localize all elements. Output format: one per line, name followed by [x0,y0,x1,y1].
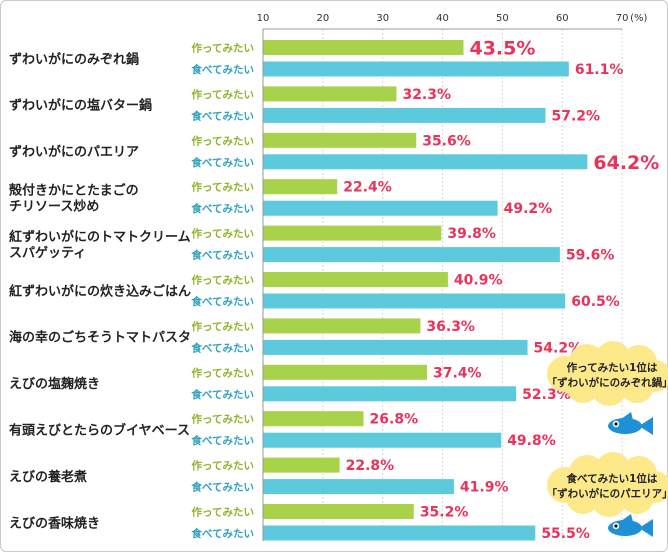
value-label-eat: 57.2% [551,108,600,124]
bar-eat [263,525,536,541]
value-label-make: 35.6% [422,133,471,149]
category-label: 海の幸のごちそうトマトパスタ [9,330,191,346]
series-label-make: 作ってみたい [192,274,254,287]
bar-make [263,411,364,427]
value-label-eat: 49.8% [507,433,556,449]
callout-text: 作ってみたい1位は [567,361,658,374]
series-label-eat: 食べてみたい [190,156,254,169]
callout-bubble [547,452,668,517]
value-label-eat: 41.9% [460,480,509,496]
category-label: えびの塩麹焼き [9,376,100,392]
bar-make [263,86,397,102]
bar-make [263,318,421,334]
fish-icon [608,412,653,435]
series-label-eat: 食べてみたい [190,527,254,540]
bar-eat [263,293,566,309]
value-label-eat: 55.5% [541,526,590,542]
series-label-make: 作ってみたい [192,320,254,333]
bar-eat [263,479,454,495]
callout-text: 「ずわいがにのパエリア」! [547,487,668,500]
series-label-make: 作ってみたい [192,134,254,147]
series-label-make: 作ってみたい [192,181,254,194]
value-label-eat: 61.1% [575,62,624,78]
bar-eat [263,386,517,402]
value-label-eat: 60.5% [571,294,620,310]
bar-eat [263,200,498,216]
category-label: えびの香味焼き [9,515,100,531]
value-label-make: 39.8% [447,226,496,242]
category-label: 有頭えびとたらのブイヤベース [9,422,190,438]
bar-make [263,457,340,473]
series-label-eat: 食べてみたい [190,63,254,76]
category-label: ずわいがにのパエリア [9,144,139,160]
category-label: 紅ずわいがにのトマトクリーム [9,229,191,245]
series-label-make: 作ってみたい [192,459,254,472]
series-label-make: 作ってみたい [192,227,254,240]
series-label-eat: 食べてみたい [190,295,254,308]
value-label-make: 36.3% [426,319,475,335]
bar-make [263,40,464,55]
fish-icon [608,514,653,537]
x-tick-label: 30 [376,13,389,24]
bar-make [263,132,417,148]
value-label-make: 26.8% [370,412,419,428]
category-label: えびの養老煮 [9,469,87,485]
series-label-eat: 食べてみたい [190,249,254,262]
series-label-make: 作ってみたい [192,413,254,426]
series-label-make: 作ってみたい [192,42,254,55]
bar-eat [263,339,528,355]
callout-text: 食べてみたい1位は [566,472,658,485]
bar-eat [263,107,546,123]
value-label-make: 43.5% [469,38,535,60]
category-label: 紅ずわいがにの炊き込みごはん [9,283,191,299]
value-label-eat: 59.6% [566,248,615,264]
x-tick-label: 10 [257,13,270,24]
x-unit-label: (%) [630,13,647,24]
series-label-eat: 食べてみたい [190,109,254,122]
x-tick-label: 70 [616,13,629,24]
series-label-eat: 食べてみたい [190,202,254,215]
bar-make [263,225,442,241]
value-label-make: 37.4% [433,365,482,381]
x-tick-label: 60 [556,13,569,24]
value-label-make: 35.2% [420,505,469,521]
value-label-eat: 64.2% [593,152,659,174]
series-label-eat: 食べてみたい [190,434,254,447]
x-tick-label: 20 [316,13,329,24]
bar-eat [263,432,502,448]
series-label-make: 作ってみたい [192,506,254,519]
category-label: ずわいがにの塩バター鍋 [9,98,152,114]
bar-make [263,504,414,519]
series-label-eat: 食べてみたい [190,388,254,401]
category-label: スパゲッティ [9,245,86,261]
bar-make [263,364,427,380]
category-label: ずわいがにのみぞれ鍋 [9,51,139,67]
series-label-eat: 食べてみたい [190,341,254,354]
x-tick-label: 40 [436,13,449,24]
bar-eat [263,247,560,263]
value-label-make: 22.4% [343,180,392,196]
series-label-make: 作ってみたい [192,88,254,101]
bar-eat [263,154,588,170]
value-label-eat: 54.2% [534,340,583,356]
value-label-make: 40.9% [454,273,503,289]
series-label-eat: 食べてみたい [190,481,254,494]
value-label-make: 32.3% [402,87,451,103]
x-tick-label: 50 [496,13,509,24]
bar-make [263,179,338,195]
category-label: チリソース炒め [9,199,99,214]
category-label: 殻付きかにとたまごの [9,182,139,198]
bar-eat [263,61,569,77]
bar-make [263,272,448,287]
callout-text: 「ずわいがにのみぞれ鍋」! [547,376,668,389]
series-label-make: 作ってみたい [192,366,254,379]
value-label-make: 22.8% [346,458,395,474]
value-label-eat: 49.2% [504,201,553,217]
callout-bubble [547,341,668,406]
